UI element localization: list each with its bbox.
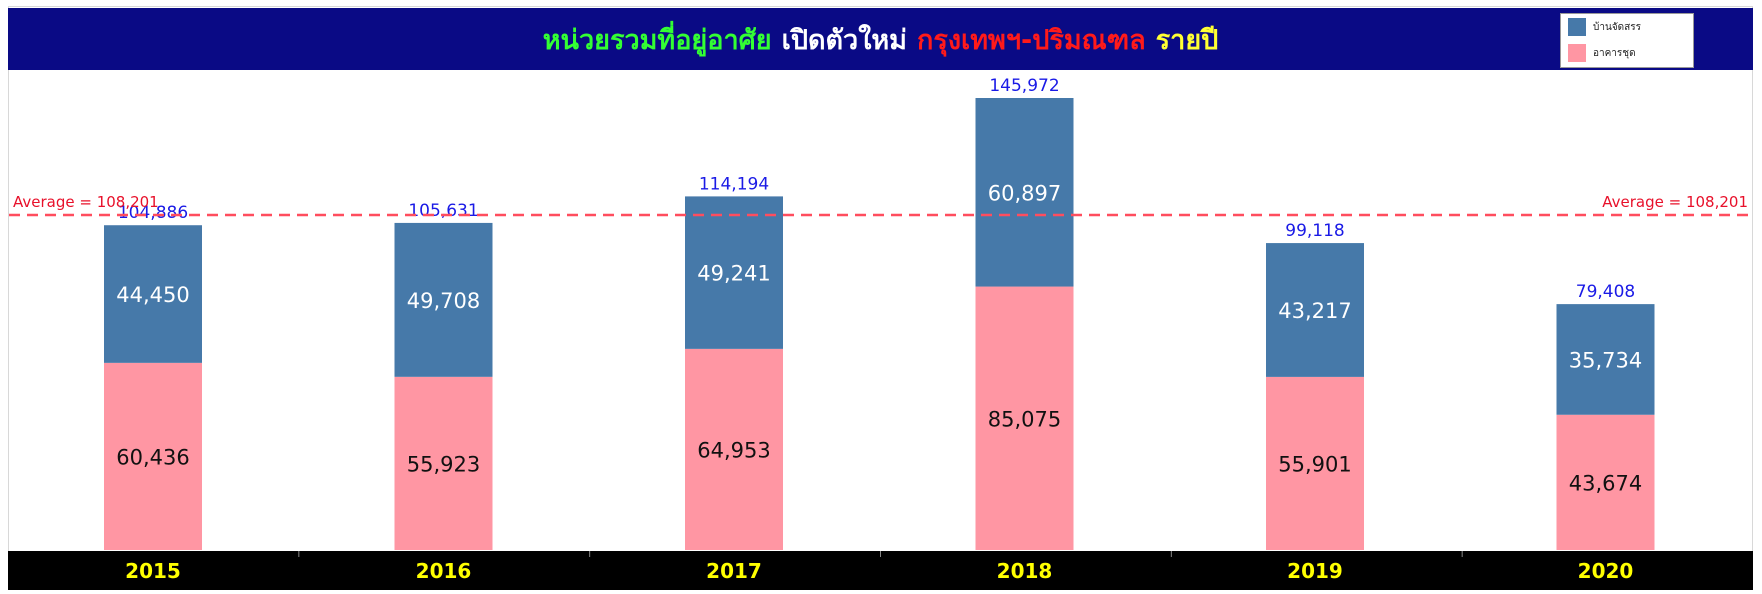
data-label-total: 79,408: [1576, 282, 1635, 302]
average-label-right: Average = 108,201: [1602, 193, 1748, 211]
data-label-house: 44,450: [116, 283, 189, 307]
x-tick-label: 2015: [125, 559, 181, 583]
data-label-house: 35,734: [1569, 348, 1642, 372]
title-part-yearly: รายปี: [1155, 24, 1219, 56]
bar-house: [685, 196, 783, 349]
data-label-house: 49,708: [407, 289, 480, 313]
legend-item-house: บ้านจัดสรร: [1561, 14, 1693, 40]
average-label-left: Average = 108,201: [13, 193, 159, 211]
bar-house: [975, 98, 1074, 287]
legend-item-condo: อาคารชุด: [1561, 40, 1693, 66]
title-bar: หน่วยรวมที่อยู่อาศัย เปิดตัวใหม่ กรุงเทพ…: [8, 8, 1753, 70]
x-tick-label: 2019: [1287, 559, 1343, 583]
data-label-condo: 64,953: [697, 438, 770, 462]
bar-condo: [1266, 376, 1364, 550]
data-label-condo: 43,674: [1569, 471, 1642, 495]
legend-label-house: บ้านจัดสรร: [1593, 21, 1641, 33]
x-tick-label: 2016: [416, 559, 472, 583]
data-label-total: 145,972: [989, 76, 1059, 96]
bar-house: [1266, 243, 1364, 377]
bar-house: [394, 222, 493, 377]
data-label-house: 60,897: [988, 181, 1061, 205]
x-tick-label: 2017: [706, 559, 762, 583]
data-label-condo: 85,075: [988, 407, 1061, 431]
data-label-house: 43,217: [1278, 299, 1351, 323]
data-label-total: 105,631: [408, 201, 478, 221]
bar-condo: [1556, 414, 1655, 550]
bar-condo: [975, 286, 1074, 550]
data-label-house: 49,241: [697, 262, 770, 286]
bar-condo: [104, 362, 202, 550]
legend-swatch-condo: [1568, 44, 1586, 62]
legend-swatch-house: [1568, 18, 1586, 36]
x-tick-label: 2020: [1578, 559, 1634, 583]
title-part-units: หน่วยรวมที่อยู่อาศัย: [542, 24, 772, 56]
title-part-new-launch: เปิดตัวใหม่: [781, 24, 907, 56]
bar-condo: [394, 376, 493, 550]
bar-condo: [685, 348, 783, 550]
data-label-total: 104,886: [118, 203, 188, 223]
title-part-region: กรุงเทพฯ-ปริมณฑล: [916, 24, 1146, 56]
chart-title: หน่วยรวมที่อยู่อาศัย เปิดตัวใหม่ กรุงเทพ…: [8, 8, 1753, 70]
data-label-total: 114,194: [699, 174, 769, 194]
x-tick-label: 2018: [997, 559, 1053, 583]
data-label-condo: 60,436: [116, 445, 189, 469]
data-label-total: 99,118: [1285, 221, 1344, 241]
bar-house: [104, 225, 202, 363]
legend: บ้านจัดสรร อาคารชุด: [1560, 13, 1694, 68]
data-label-condo: 55,923: [407, 452, 480, 476]
legend-label-condo: อาคารชุด: [1593, 47, 1636, 59]
data-label-condo: 55,901: [1278, 452, 1351, 476]
chart-frame: [8, 6, 1753, 590]
x-axis-bar: [8, 551, 1753, 590]
bar-house: [1556, 304, 1655, 415]
